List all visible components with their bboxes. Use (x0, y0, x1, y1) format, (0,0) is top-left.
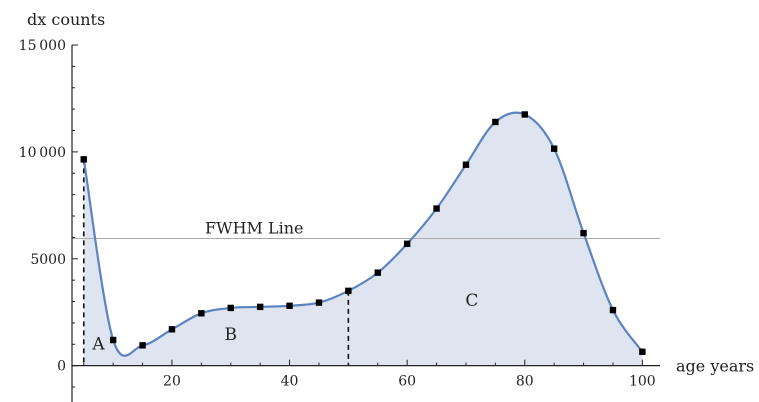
x-tick-label: 100 (629, 374, 656, 390)
data-point (580, 229, 587, 237)
x-ticks: 20 40 60 80 100 (83, 359, 656, 390)
y-tick-label: 15 000 (19, 38, 66, 54)
data-point (521, 111, 528, 118)
divider-lines (82, 159, 350, 366)
data-point (315, 299, 323, 306)
x-tick-label: 40 (281, 374, 299, 390)
data-point (492, 118, 499, 126)
region-label: B (225, 325, 238, 345)
data-point (168, 326, 176, 333)
data-point (374, 269, 381, 276)
data-markers (80, 111, 646, 355)
y-tick-label: 5000 (30, 252, 66, 268)
area-fill (83, 112, 643, 366)
data-point (198, 310, 205, 317)
y-ticks: 0 5000 10 000 15 000 (19, 38, 78, 388)
region-label: C (465, 291, 478, 311)
data-point (639, 348, 646, 355)
x-tick-label: 20 (163, 374, 181, 390)
x-tick-label: 60 (398, 374, 416, 390)
x-tick-label: 80 (516, 374, 534, 390)
x-axis-title: age years (676, 357, 754, 376)
data-point (345, 287, 352, 295)
fwhm-line-label: FWHM Line (205, 218, 303, 237)
y-axis-title: dx counts (27, 10, 105, 29)
data-point (286, 302, 293, 310)
y-tick-label: 0 (57, 359, 66, 375)
data-point (256, 303, 264, 311)
data-point (609, 306, 617, 314)
data-point (80, 156, 87, 163)
region-labels: A B C (91, 291, 478, 355)
data-point (403, 240, 411, 248)
data-point (462, 161, 470, 168)
data-point (227, 304, 234, 312)
data-point (433, 205, 440, 212)
data-point (550, 145, 558, 152)
data-point (139, 342, 146, 349)
y-tick-label: 10 000 (19, 145, 66, 161)
data-point (109, 336, 117, 344)
region-label: A (91, 335, 105, 355)
